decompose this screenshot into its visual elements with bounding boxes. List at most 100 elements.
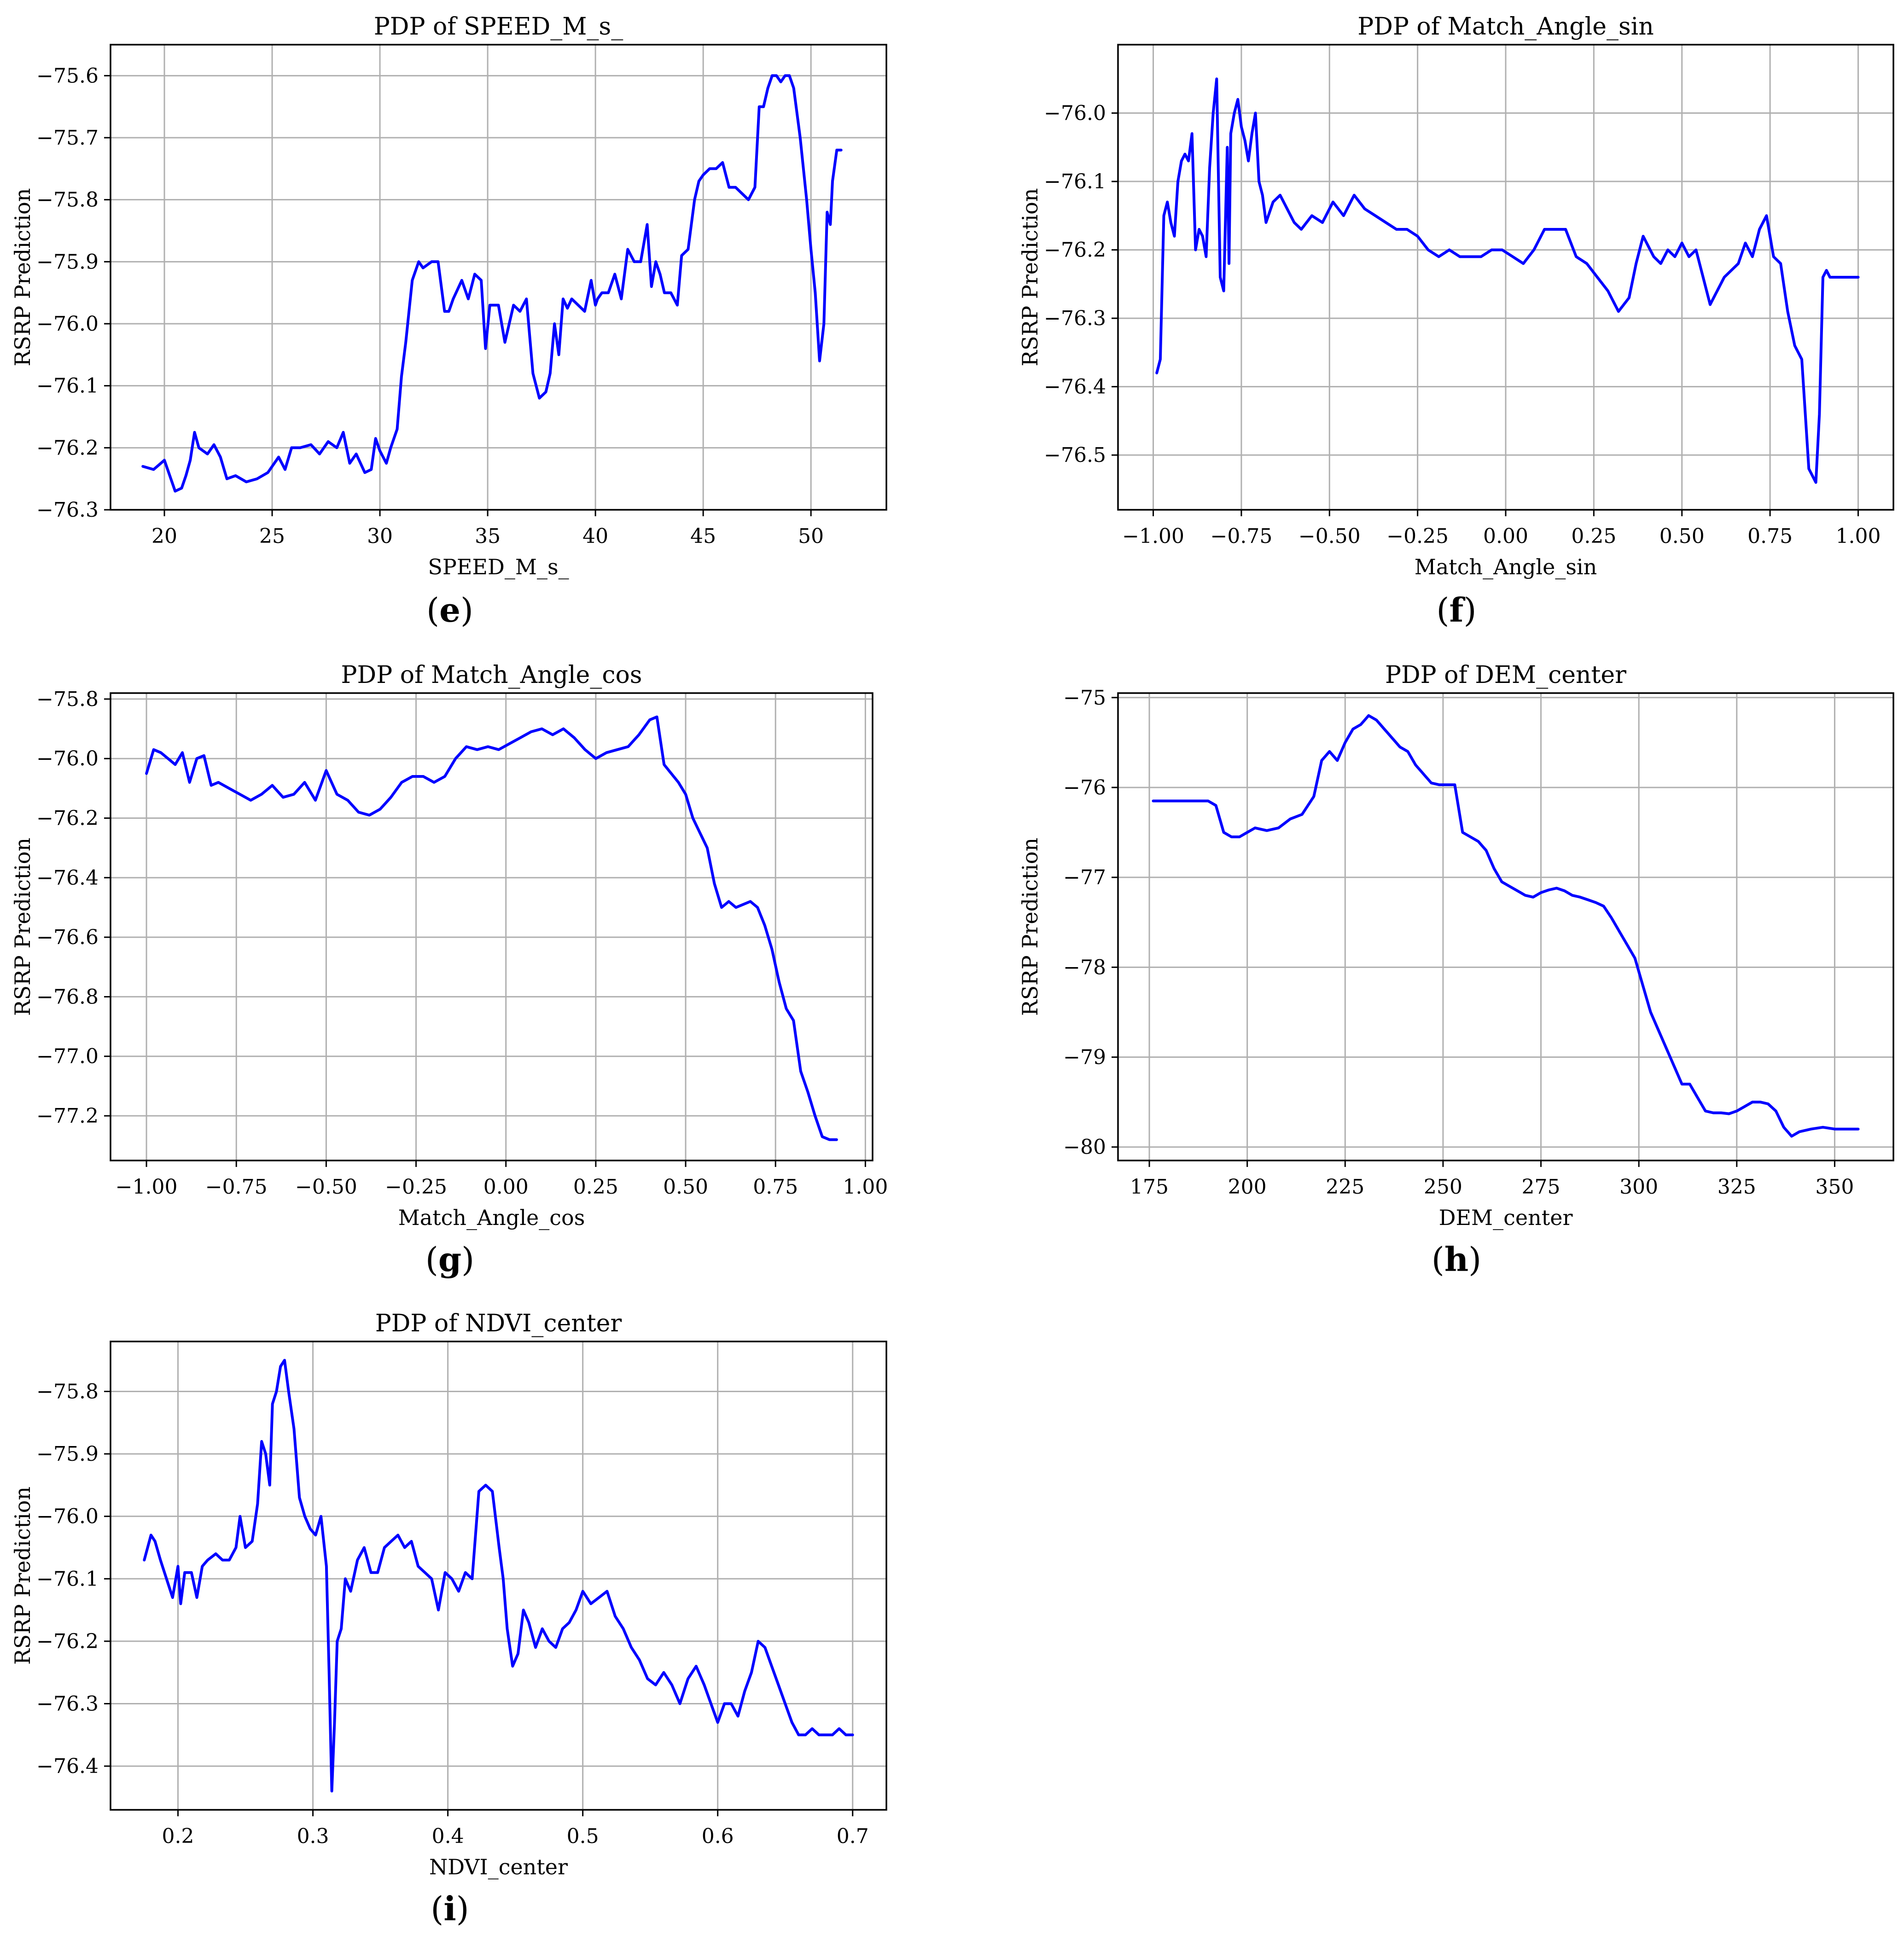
x-tick-label: −0.50: [1298, 525, 1361, 548]
x-tick-label: 0.25: [1571, 525, 1616, 548]
panel-caption-letter: i: [443, 1889, 456, 1928]
panel-caption-letter: h: [1444, 1240, 1468, 1279]
chart-panel-f: −1.00 −0.75 −0.50 −0.25 0.00 0.25 0.50 0.75 1.00…: [1018, 13, 1894, 630]
x-tick-label: 1.00: [843, 1175, 888, 1199]
y-tick-label: −75.8: [36, 188, 99, 212]
x-tick-label: 0.5: [567, 1825, 599, 1848]
y-tick-label: −76.2: [36, 436, 99, 460]
series-line: [143, 1359, 854, 1793]
series-line: [145, 715, 838, 1141]
y-tick-label: −76.0: [36, 312, 99, 336]
y-tick-label: −75.9: [36, 1442, 99, 1466]
panel-caption: (h): [1432, 1240, 1482, 1279]
y-tick-label: −76: [1063, 776, 1106, 799]
panel-caption: (f): [1436, 590, 1476, 630]
axes-frame: [110, 1341, 887, 1811]
x-axis-label: Match_Angle_sin: [1415, 554, 1597, 579]
y-tick-label: −77: [1063, 866, 1106, 889]
y-tick-label: −76.1: [36, 1567, 99, 1591]
y-tick-label: −76.0: [36, 747, 99, 770]
chart-title: PDP of SPEED_M_s_: [374, 13, 623, 41]
y-tick-label: −77.0: [36, 1045, 99, 1068]
x-tick-label: −0.75: [1210, 525, 1272, 548]
x-tick-label: 40: [582, 525, 608, 548]
y-tick-label: −76.3: [36, 498, 99, 522]
y-axis-label: RSRP Prediction: [1018, 838, 1042, 1016]
x-tick-label: 45: [690, 525, 716, 548]
x-tick-label: 25: [259, 525, 285, 548]
y-tick-label: −76.2: [36, 1630, 99, 1653]
y-tick-label: −75.8: [36, 1380, 99, 1403]
chart-panel-e: 20 25 30 35 40 45 50 −76.3 −76.2 −76.1 −76.0 −75.9 −…: [10, 13, 887, 630]
x-tick-label: −0.75: [205, 1175, 268, 1199]
x-tick-label: 250: [1424, 1175, 1462, 1199]
y-tick-label: −76.5: [1044, 443, 1106, 467]
axes-frame: [1117, 692, 1894, 1161]
x-tick-label: −0.25: [385, 1175, 447, 1199]
y-tick-label: −78: [1063, 956, 1106, 979]
x-tick-label: 30: [367, 525, 393, 548]
x-tick-label: 0.50: [1659, 525, 1705, 548]
y-tick-label: −76.1: [36, 374, 99, 398]
x-tick-label: 275: [1522, 1175, 1560, 1199]
y-tick-label: −76.1: [1044, 170, 1106, 193]
x-tick-label: 0.75: [753, 1175, 798, 1199]
y-tick-label: −75.8: [36, 688, 99, 711]
x-tick-label: 0.2: [162, 1825, 194, 1848]
x-tick-label: 50: [798, 525, 824, 548]
x-tick-label: 0.00: [483, 1175, 529, 1199]
x-tick-label: −1.00: [116, 1175, 178, 1199]
y-tick-label: −75.9: [36, 250, 99, 274]
y-axis-label: RSRP Prediction: [10, 1487, 35, 1665]
y-tick-label: −76.8: [36, 985, 99, 1009]
y-tick-label: −76.2: [36, 807, 99, 830]
x-axis-label: DEM_center: [1439, 1205, 1573, 1230]
x-tick-label: 0.50: [663, 1175, 708, 1199]
x-tick-label: 300: [1619, 1175, 1658, 1199]
x-axis-label: SPEED_M_s_: [428, 554, 569, 579]
y-tick-label: −76.2: [1044, 239, 1106, 262]
x-tick-label: 350: [1815, 1175, 1854, 1199]
y-tick-label: −76.4: [36, 866, 99, 890]
chart-title: PDP of Match_Angle_cos: [341, 661, 642, 689]
panel-caption: (i): [431, 1889, 469, 1928]
panel-caption-letter: e: [439, 590, 460, 630]
x-tick-label: 0.25: [573, 1175, 618, 1199]
y-tick-label: −76.3: [1044, 307, 1106, 330]
x-tick-label: 0.00: [1483, 525, 1528, 548]
y-tick-label: −76.6: [36, 926, 99, 949]
series-line: [141, 74, 843, 493]
x-tick-label: 0.75: [1747, 525, 1793, 548]
y-tick-label: −76.0: [36, 1505, 99, 1528]
chart-title: PDP of DEM_center: [1385, 661, 1626, 689]
y-axis-label: RSRP Prediction: [10, 188, 35, 367]
x-axis-label: NDVI_center: [429, 1855, 568, 1879]
panel-caption-letter: f: [1450, 590, 1466, 630]
y-axis-label: RSRP Prediction: [1018, 188, 1042, 367]
x-tick-label: 20: [151, 525, 177, 548]
axes-frame: [110, 44, 887, 511]
y-tick-label: −76.3: [36, 1692, 99, 1715]
chart-panel-i: 0.2 0.3 0.4 0.5 0.6 0.7 −76.4 −76.3 −76.2 −76.1 −7…: [10, 1310, 887, 1928]
x-tick-label: −1.00: [1122, 525, 1184, 548]
chart-title: PDP of Match_Angle_sin: [1357, 13, 1654, 41]
y-tick-label: −76.4: [36, 1755, 99, 1778]
x-tick-label: 0.6: [702, 1825, 734, 1848]
x-tick-label: 200: [1228, 1175, 1267, 1199]
series-line: [1152, 714, 1860, 1138]
x-tick-label: 0.7: [837, 1825, 869, 1848]
panel-caption: (e): [426, 590, 473, 630]
x-tick-label: 225: [1326, 1175, 1364, 1199]
x-tick-label: 175: [1130, 1175, 1169, 1199]
x-tick-label: −0.25: [1386, 525, 1449, 548]
chart-title: PDP of NDVI_center: [375, 1310, 622, 1337]
x-tick-label: 0.3: [297, 1825, 329, 1848]
y-axis-label: RSRP Prediction: [10, 838, 35, 1016]
y-tick-label: −75: [1063, 686, 1106, 710]
y-tick-label: −76.4: [1044, 375, 1106, 399]
y-tick-label: −75.7: [36, 126, 99, 150]
y-tick-label: −79: [1063, 1046, 1106, 1069]
axes-frame: [110, 692, 873, 1161]
panel-caption-letter: g: [438, 1240, 461, 1279]
